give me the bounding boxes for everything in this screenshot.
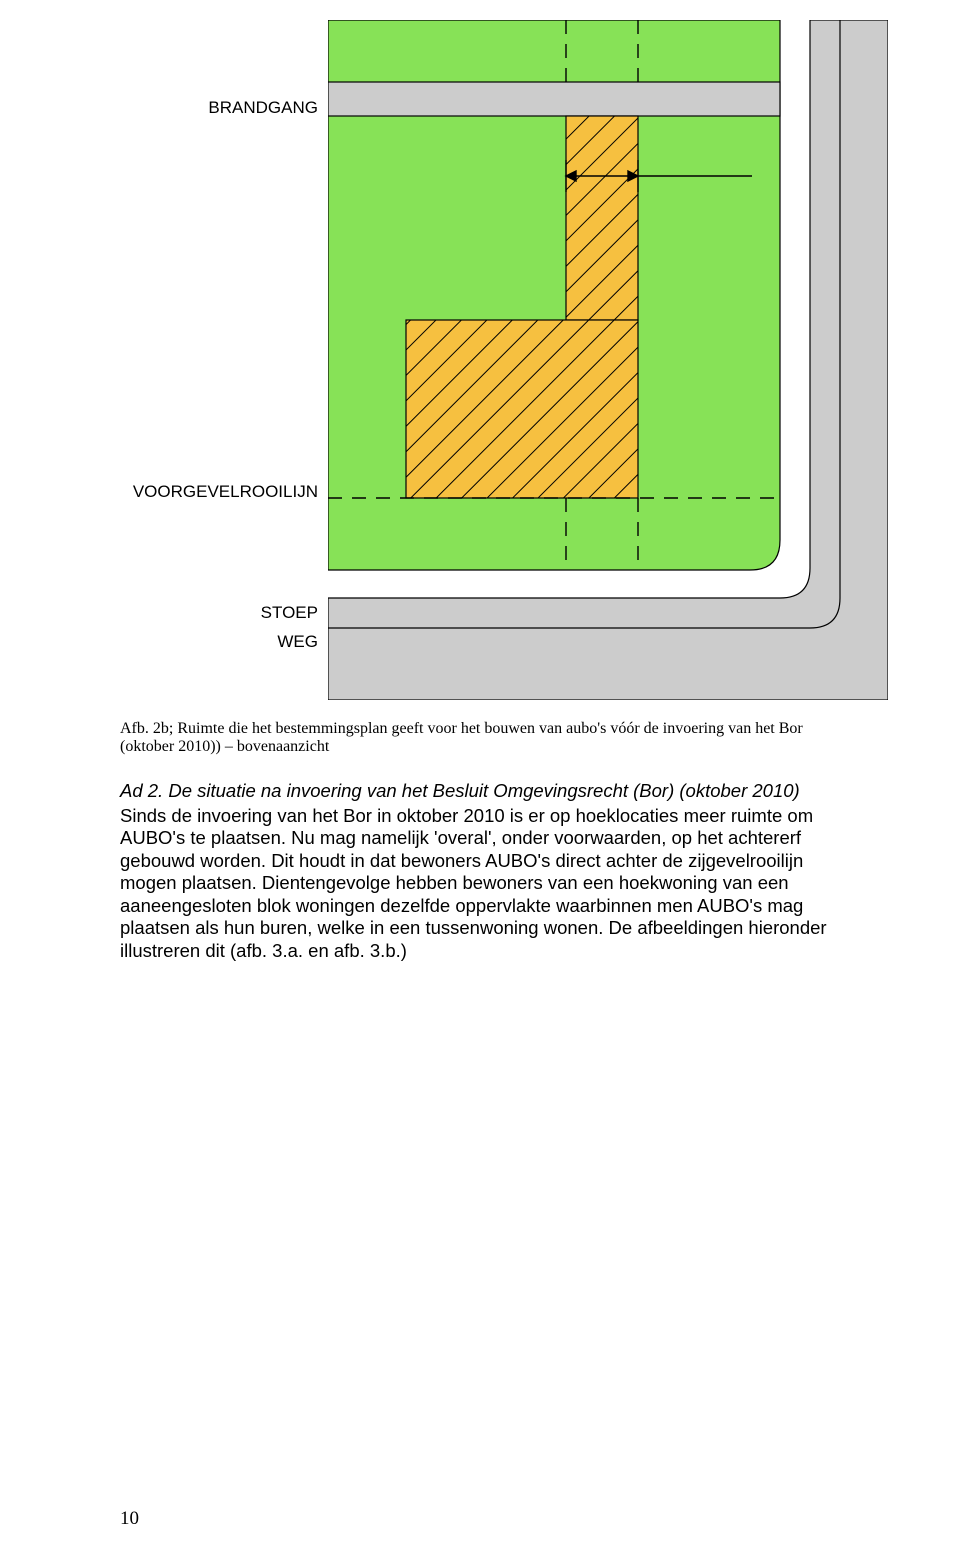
body-text-block: Ad 2. De situatie na invoering van het B… — [120, 780, 840, 963]
label-brandgang: BRANDGANG — [208, 98, 318, 118]
section-paragraph: Sinds de invoering van het Bor in oktobe… — [120, 805, 840, 963]
label-weg: WEG — [277, 632, 318, 652]
label-stoep: STOEP — [261, 603, 318, 623]
diagram-container: BRANDGANG VOORGEVELROOILIJN STOEP WEG 3m — [120, 20, 888, 700]
figure-caption: Afb. 2b; Ruimte die het bestemmingsplan … — [120, 720, 840, 756]
site-plan-svg — [328, 20, 888, 700]
label-voorgevelrooilijn: VOORGEVELROOILIJN — [133, 482, 318, 502]
section-heading: Ad 2. De situatie na invoering van het B… — [120, 780, 840, 803]
page-number: 10 — [120, 1508, 139, 1530]
